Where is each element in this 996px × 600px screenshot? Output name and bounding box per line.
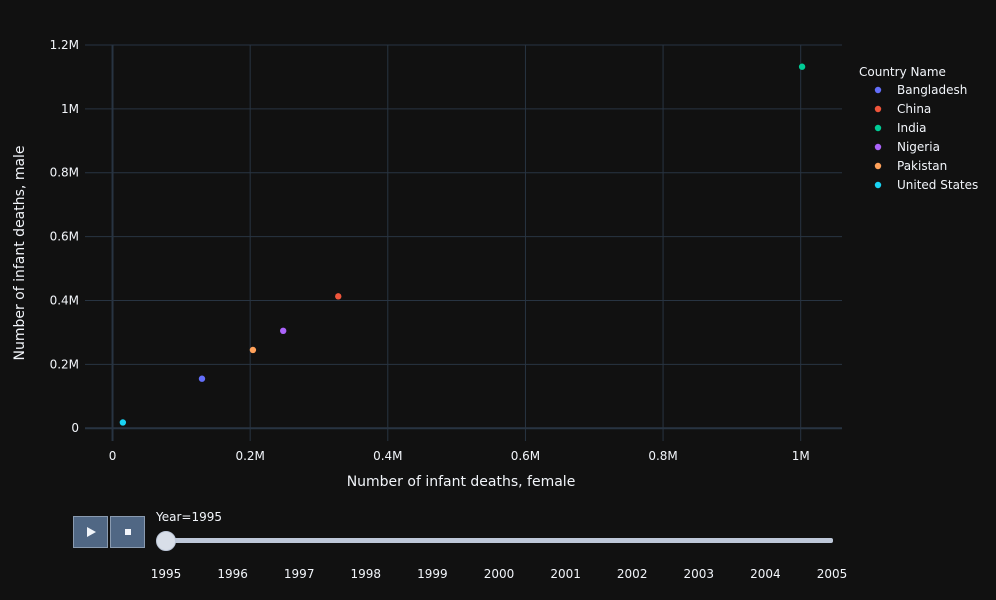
x-tick-label: 0.2M [235, 449, 264, 463]
slider-step-1997[interactable]: 1997 [283, 567, 315, 581]
legend-item-china[interactable]: China [897, 102, 931, 116]
slider-step-1998[interactable]: 1998 [350, 567, 382, 581]
legend-marker [874, 124, 882, 132]
legend-item-bangladesh[interactable]: Bangladesh [897, 83, 967, 97]
legend-item-nigeria[interactable]: Nigeria [897, 140, 940, 154]
legend-title: Country Name [859, 65, 946, 79]
legend-item-pakistan[interactable]: Pakistan [897, 159, 947, 173]
slider-step-2000[interactable]: 2000 [483, 567, 515, 581]
y-tick-label: 0.8M [50, 166, 79, 180]
data-point-india[interactable] [798, 63, 806, 70]
legend-marker [874, 105, 882, 113]
data-point-united-states[interactable] [119, 419, 127, 426]
slider-step-1996[interactable]: 1996 [217, 567, 248, 581]
y-tick-label: 0 [71, 421, 79, 435]
legend-marker [874, 86, 882, 94]
data-point-pakistan[interactable] [249, 346, 257, 354]
x-tick-label: 1M [792, 449, 810, 463]
grid [85, 44, 842, 441]
legend-item-united-states[interactable]: United States [897, 178, 978, 192]
slider-step-1999[interactable]: 1999 [417, 567, 448, 581]
slider-step-2001[interactable]: 2001 [550, 567, 581, 581]
x-axis-ticks: 0 0.2M 0.4M 0.6M 0.8M 1M [109, 449, 810, 463]
stop-button[interactable] [110, 516, 145, 548]
slider-track[interactable] [166, 538, 833, 543]
legend-item-india[interactable]: India [897, 121, 926, 135]
x-tick-label: 0.6M [511, 449, 540, 463]
legend: Country Name Bangladesh China India Nigeria… [859, 65, 978, 192]
y-tick-label: 1.2M [50, 38, 79, 52]
slider-step-2005[interactable]: 2005 [816, 567, 848, 581]
slider-handle[interactable] [156, 531, 176, 551]
x-tick-label: 0.8M [648, 449, 677, 463]
x-tick-label: 0.4M [373, 449, 402, 463]
slider-step-1995[interactable]: 1995 [150, 567, 182, 581]
data-point-china[interactable] [335, 293, 342, 300]
y-tick-label: 0.4M [50, 293, 79, 307]
play-button[interactable] [73, 516, 108, 548]
play-icon [86, 527, 96, 537]
slider-current-label: Year=1995 [156, 510, 222, 524]
slider-step-2002[interactable]: 2002 [616, 567, 648, 581]
y-tick-label: 0.2M [50, 357, 79, 371]
y-axis-title: Number of infant deaths, male [12, 145, 28, 360]
y-tick-label: 1M [61, 102, 79, 116]
y-tick-label: 0.6M [50, 230, 79, 244]
slider-step-2004[interactable]: 2004 [750, 567, 781, 581]
slider-step-2003[interactable]: 2003 [683, 567, 715, 581]
stop-icon [124, 529, 131, 535]
legend-marker [874, 143, 882, 151]
legend-marker [874, 181, 882, 189]
data-point-nigeria[interactable] [279, 327, 287, 335]
legend-marker [874, 162, 882, 170]
data-point-bangladesh[interactable] [198, 375, 206, 382]
y-axis-ticks: 0 0.2M 0.4M 0.6M 0.8M 1M 1.2M [50, 38, 79, 435]
x-axis-title: Number of infant deaths, female [347, 474, 576, 490]
x-tick-label: 0 [109, 449, 117, 463]
data-points [119, 63, 806, 426]
